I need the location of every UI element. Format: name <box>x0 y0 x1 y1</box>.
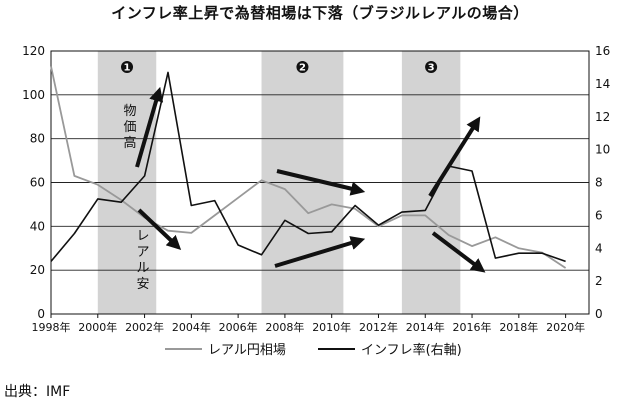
x-tick-2004: 2004年 <box>172 320 211 334</box>
x-tick-2018: 2018年 <box>499 320 538 334</box>
x-tick-2002: 2002年 <box>125 320 164 334</box>
y-right-tick-12: 12 <box>595 110 610 124</box>
trend-arrow-inflation-up-3 <box>428 116 481 198</box>
x-tick-2012: 2012年 <box>359 320 398 334</box>
x-tick-2008: 2008年 <box>265 320 304 334</box>
svg-text:物: 物 <box>123 104 136 119</box>
y-left-tick-60: 60 <box>30 176 45 190</box>
svg-text:レ: レ <box>136 229 149 244</box>
trend-arrow-real-up-2 <box>274 236 366 268</box>
y-right-tick-4: 4 <box>595 241 603 255</box>
trend-arrow-inflation-down-2 <box>276 169 366 196</box>
source-note: 出典：IMF <box>4 384 71 400</box>
y-right-tick-14: 14 <box>595 77 610 91</box>
y-right-tick-0: 0 <box>595 307 603 321</box>
period-marker-label-2: 2 <box>299 63 306 74</box>
annotation-price-rise: 物価高 <box>123 104 136 151</box>
y-right-tick-2: 2 <box>595 274 603 288</box>
y-left-tick-120: 120 <box>22 44 45 58</box>
y-left-tick-20: 20 <box>30 263 45 277</box>
x-tick-2010: 2010年 <box>312 320 351 334</box>
svg-text:ル: ル <box>136 261 149 276</box>
plot-frame <box>50 50 590 315</box>
y-right-tick-10: 10 <box>595 143 610 157</box>
trend-arrow-real-down-3 <box>431 231 486 273</box>
x-tick-2020: 2020年 <box>546 320 585 334</box>
y-right-tick-6: 6 <box>595 208 603 222</box>
svg-text:安: 安 <box>136 277 149 292</box>
svg-text:ア: ア <box>136 245 149 260</box>
x-tick-2000: 2000年 <box>78 320 117 334</box>
svg-text:価: 価 <box>123 120 136 135</box>
y-left-tick-100: 100 <box>22 88 45 102</box>
period-marker-label-3: 3 <box>428 63 435 74</box>
x-tick-2016: 2016年 <box>453 320 492 334</box>
period-marker-1 <box>121 61 134 73</box>
svg-text:高: 高 <box>123 135 136 151</box>
series-line-inflation <box>50 71 566 263</box>
trend-arrow-real-down-1 <box>137 208 182 250</box>
y-left-tick-80: 80 <box>30 132 45 146</box>
x-tick-2006: 2006年 <box>219 320 258 334</box>
legend-label-real-yen: レアル円相場 <box>208 343 286 358</box>
chart-title: インフレ率上昇で為替相場は下落（ブラジルレアルの場合） <box>111 4 529 22</box>
period-marker-2 <box>296 61 309 73</box>
y-left-tick-40: 40 <box>30 219 45 233</box>
x-tick-2014: 2014年 <box>406 320 445 334</box>
y-left-tick-0: 0 <box>37 307 45 321</box>
series-line-real-yen <box>50 66 567 269</box>
period-marker-label-1: 1 <box>124 63 131 74</box>
legend-label-inflation: インフレ率(右軸) <box>361 342 462 358</box>
x-tick-1998: 1998年 <box>32 320 71 334</box>
y-right-tick-16: 16 <box>595 44 610 58</box>
period-marker-3 <box>425 61 438 73</box>
y-right-tick-8: 8 <box>595 176 603 190</box>
trend-arrow-inflation-up-1 <box>135 86 164 168</box>
